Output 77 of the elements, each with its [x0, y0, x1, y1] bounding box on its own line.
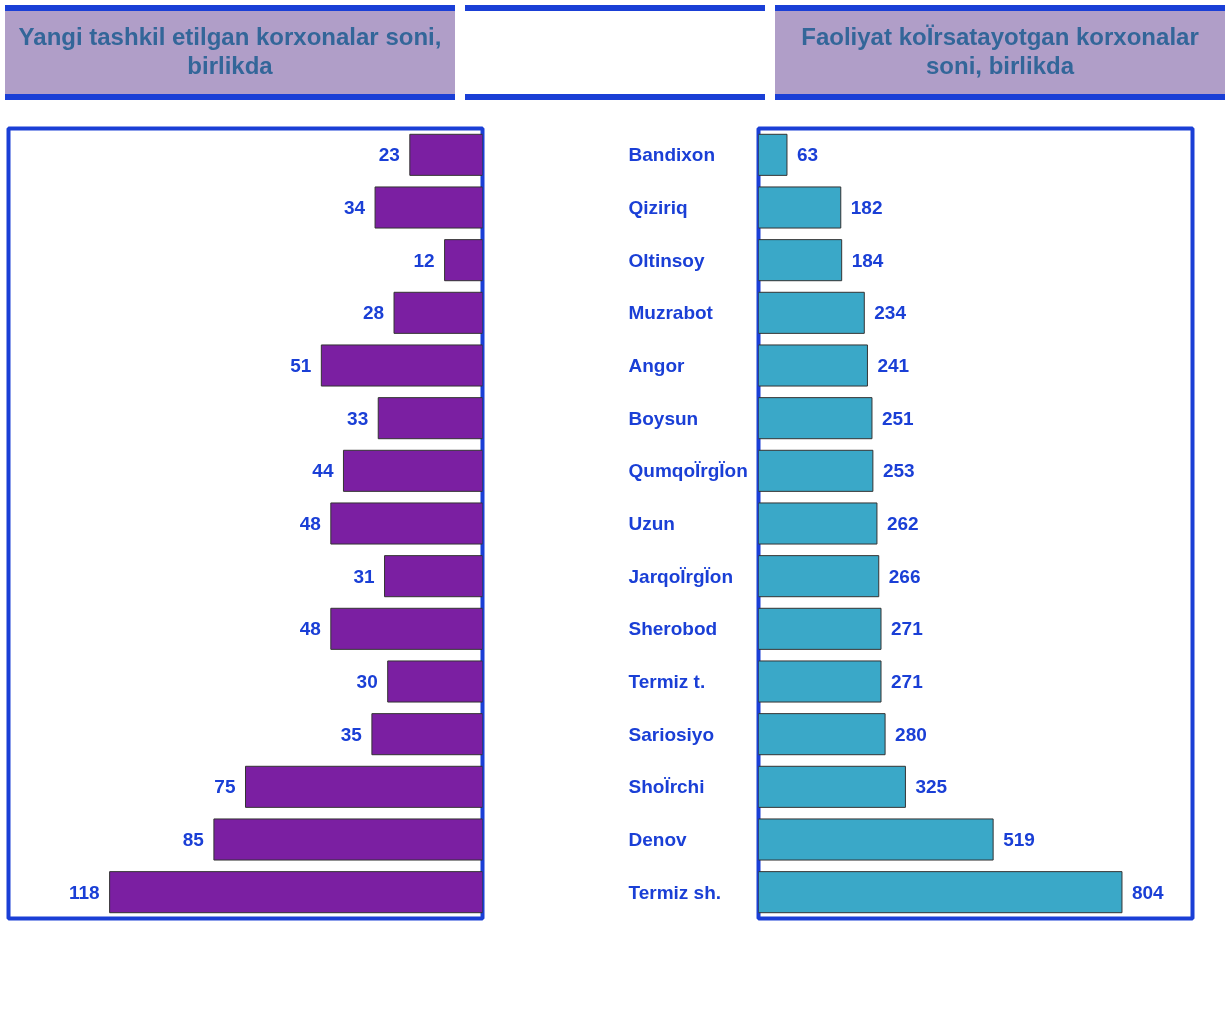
- data-label: 51: [290, 355, 312, 376]
- data-label: 184: [851, 249, 884, 271]
- bar: [330, 502, 483, 545]
- y-tick-label: Uzun: [628, 513, 675, 534]
- bar: [109, 871, 483, 914]
- y-tick-label: Termiz sh.: [628, 881, 722, 903]
- bar: [342, 449, 483, 492]
- bar: [393, 291, 483, 334]
- bar: [374, 186, 483, 229]
- data-label: 182: [850, 197, 883, 218]
- data-label: 63: [796, 144, 819, 166]
- data-label: 12: [413, 249, 435, 271]
- bar: [758, 239, 843, 282]
- bar: [758, 871, 1123, 914]
- chart-title: Faoliyat koÏrsatayotgan korxonalar soni, birlikda: [800, 23, 1200, 81]
- data-label: 519: [1003, 829, 1035, 850]
- bar: [758, 291, 865, 334]
- bar: [758, 607, 882, 650]
- y-tick-label: JarqoÏrgÏon: [628, 565, 734, 587]
- bar: [758, 186, 842, 229]
- bar: [330, 607, 483, 650]
- bar: [213, 818, 483, 861]
- y-tick-label: Muzrabot: [628, 302, 714, 324]
- data-label: 75: [214, 776, 236, 798]
- y-tick-label: Sariosiyo: [628, 723, 715, 745]
- bar: [444, 239, 483, 282]
- data-label: 271: [891, 671, 924, 692]
- data-label: 280: [895, 723, 927, 745]
- data-label: 262: [886, 513, 919, 534]
- data-label: 31: [353, 565, 375, 587]
- bar: [371, 713, 483, 756]
- y-tick-label: Termiz t.: [628, 671, 706, 692]
- bar: [758, 133, 788, 176]
- chart-title: Yangi tashkil etilgan korxonalar soni, birlikda: [17, 23, 443, 81]
- y-tick-label: Bandixon: [628, 144, 716, 166]
- y-tick-label: Sherobod: [628, 618, 718, 640]
- data-label: 28: [362, 302, 385, 324]
- bar: [387, 660, 483, 703]
- y-tick-label: Angor: [628, 355, 686, 376]
- bar: [377, 397, 483, 440]
- data-label: 251: [881, 407, 915, 429]
- bar: [409, 133, 483, 176]
- data-label: 48: [299, 513, 321, 534]
- y-tick-label: Oltinsoy: [628, 249, 705, 271]
- data-label: 118: [68, 881, 100, 903]
- bar: [758, 660, 882, 703]
- y-tick-label: QumqoÏrgÏon: [628, 460, 748, 482]
- data-label: 48: [299, 618, 321, 640]
- bar: [384, 555, 483, 598]
- data-label: 35: [340, 723, 363, 745]
- data-label: 804: [1131, 881, 1165, 903]
- data-label: 325: [915, 776, 948, 798]
- data-label: 33: [347, 407, 369, 429]
- data-label: 23: [378, 144, 400, 166]
- y-tick-label: Denov: [628, 829, 687, 850]
- bar: [320, 344, 483, 387]
- data-label: 266: [888, 565, 921, 587]
- y-tick-label: Boysun: [628, 407, 699, 429]
- data-label: 44: [312, 460, 334, 482]
- bar: [758, 502, 878, 545]
- bar: [758, 818, 994, 861]
- data-label: 34: [343, 197, 366, 218]
- data-label: 85: [182, 829, 205, 850]
- bar: [758, 344, 868, 387]
- data-label: 271: [891, 618, 924, 640]
- data-label: 253: [882, 460, 915, 482]
- bar: [758, 397, 873, 440]
- bar: [758, 449, 874, 492]
- y-tick-label: ShoÏrchi: [628, 776, 705, 798]
- bar: [245, 765, 483, 808]
- data-label: 30: [356, 671, 378, 692]
- y-tick-label: Qiziriq: [628, 197, 688, 218]
- bar: [758, 713, 886, 756]
- data-label: 241: [877, 355, 910, 376]
- bar: [758, 765, 906, 808]
- data-label: 234: [874, 302, 907, 324]
- bar: [758, 555, 880, 598]
